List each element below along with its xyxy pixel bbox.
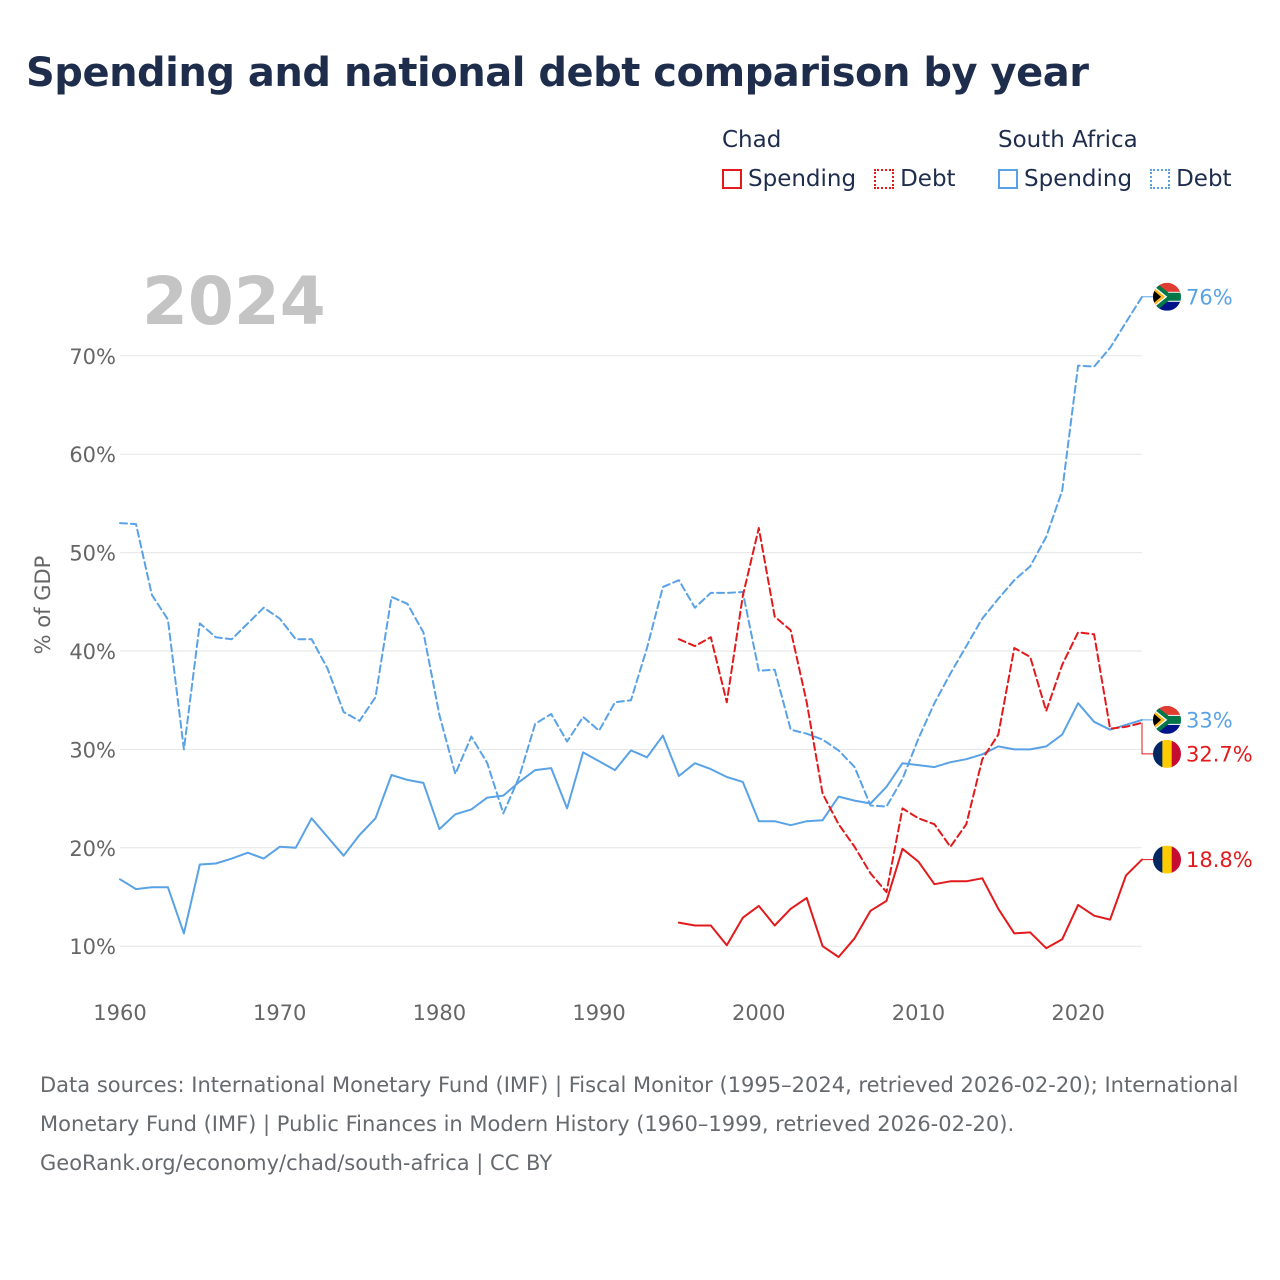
legend-south-africa-debt-swatch: [1150, 169, 1171, 189]
legend-chad-spending[interactable]: Spending: [722, 166, 856, 192]
legend-country-south-africa: South Africa: [998, 127, 1138, 153]
end-label-south-africa-spending: 33%: [1186, 708, 1233, 732]
y-tick-label: 60%: [69, 443, 116, 467]
x-tick-label: 1980: [413, 1001, 466, 1025]
y-tick-label: 30%: [69, 738, 116, 762]
y-tick-label: 10%: [69, 935, 116, 959]
legend-group-south-africa: South Africa Spending Debt: [998, 124, 1232, 192]
sources-footer: Data sources: International Monetary Fun…: [40, 1066, 1240, 1183]
south-africa-flag-icon: [1153, 282, 1181, 311]
legend-chad-debt[interactable]: Debt: [874, 166, 956, 192]
credit-text[interactable]: GeoRank.org/economy/chad/south-africa | …: [40, 1151, 553, 1175]
y-tick-label: 70%: [69, 345, 116, 369]
series-lines: [119, 295, 1143, 958]
x-tick-label: 1990: [572, 1001, 625, 1025]
x-axis: 1960 1970 1980 1990 2000 2010 2020: [93, 1001, 1105, 1025]
y-tick-label: 20%: [69, 837, 116, 861]
y-axis: 10% 20% 30% 40% 50% 60% 70%: [69, 345, 116, 959]
legend-south-africa-spending-label: Spending: [1024, 166, 1133, 192]
series-south-africa-spending: [119, 702, 1143, 935]
end-labels: 76% 33% 32.7% 18.8%: [1141, 282, 1253, 874]
legend-chad-debt-swatch: [874, 169, 895, 189]
x-tick-label: 2010: [892, 1001, 945, 1025]
legend-chad-spending-label: Spending: [748, 166, 857, 192]
y-tick-label: 40%: [69, 640, 116, 664]
series-chad-spending: [677, 847, 1143, 958]
legend-chad-debt-label: Debt: [900, 166, 956, 192]
y-tick-label: 50%: [69, 542, 116, 566]
chart-title: Spending and national debt comparison by…: [26, 50, 1089, 96]
legend-group-chad: Chad Spending Debt: [722, 124, 974, 192]
end-label-south-africa-debt: 76%: [1186, 285, 1233, 309]
legend-chad-spending-swatch: [722, 169, 742, 189]
chart-area: 2024 % of GDP 10% 20% 30% 40% 50% 60% 70% 1960…: [31, 263, 1253, 1025]
x-tick-label: 1970: [253, 1001, 306, 1025]
grid-lines: [120, 355, 1142, 947]
y-axis-title: % of GDP: [31, 556, 55, 655]
data-sources-text: Data sources: International Monetary Fun…: [40, 1073, 1239, 1136]
south-africa-flag-icon: [1153, 705, 1181, 734]
chad-flag-icon: [1153, 845, 1181, 874]
chad-flag-icon: [1153, 739, 1181, 768]
series-chad-debt: [677, 527, 1143, 894]
end-label-chad-spending: 18.8%: [1186, 848, 1253, 872]
legend-country-chad: Chad: [722, 127, 782, 153]
series-south-africa-debt: [119, 295, 1143, 815]
legend-south-africa-debt-label: Debt: [1176, 166, 1232, 192]
end-connector-chad-debt: [1141, 722, 1153, 755]
legend-south-africa-debt[interactable]: Debt: [1150, 166, 1232, 192]
x-tick-label: 2000: [732, 1001, 785, 1025]
x-tick-label: 2020: [1051, 1001, 1104, 1025]
legend-south-africa-spending-swatch: [998, 169, 1018, 189]
year-label: 2024: [142, 263, 326, 340]
x-tick-label: 1960: [93, 1001, 146, 1025]
end-label-chad-debt: 32.7%: [1186, 742, 1253, 766]
legend-south-africa-spending[interactable]: Spending: [998, 166, 1132, 192]
